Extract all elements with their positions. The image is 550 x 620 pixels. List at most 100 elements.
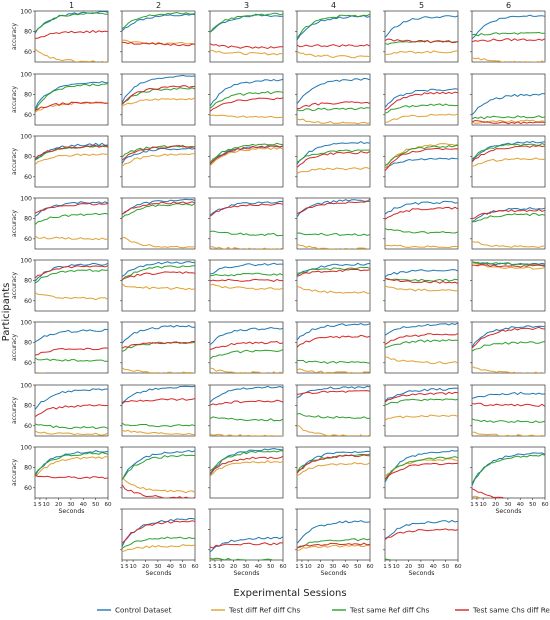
series-line-samerefdiffchs bbox=[122, 202, 195, 219]
x-axis-label: Seconds bbox=[409, 570, 435, 577]
series-line-samerefdiffchs bbox=[35, 357, 108, 362]
x-tick-label: 40 bbox=[255, 564, 263, 570]
series-line-samerefdiffchs bbox=[472, 453, 545, 484]
y-axis-label: accuracy bbox=[11, 86, 18, 114]
series-line-samerefdiffchs bbox=[472, 341, 545, 352]
series-line-samerefdiffchs bbox=[297, 107, 370, 112]
series-line-diffrefdiffchs bbox=[385, 244, 458, 249]
panel-r8-c5 bbox=[383, 446, 459, 499]
series-line-samechsdiffref bbox=[35, 474, 108, 480]
panel-frame bbox=[384, 197, 459, 250]
y-tick-label: 60 bbox=[24, 485, 32, 492]
series-line-diffrefdiffchs bbox=[472, 157, 545, 167]
series-line-samechsdiffref bbox=[385, 391, 458, 403]
panel-r2-c6 bbox=[470, 73, 546, 126]
panel-r1-c1: 60 80 100 accuracy bbox=[11, 8, 109, 63]
panel-r5-c1: 60 80 100 accuracy bbox=[11, 257, 109, 312]
series-line-control bbox=[35, 388, 108, 410]
series-line-samechsdiffref bbox=[210, 340, 283, 351]
panel-frame bbox=[34, 135, 109, 188]
y-axis-label: accuracy bbox=[11, 459, 18, 487]
series-line-diffrefdiffchs bbox=[35, 235, 108, 241]
x-tick-label: 30 bbox=[154, 564, 162, 570]
series-line-samechsdiffref bbox=[210, 43, 283, 50]
series-line-samerefdiffchs bbox=[472, 115, 545, 120]
panel-frame bbox=[121, 446, 196, 499]
series-line-samechsdiffref bbox=[385, 333, 458, 345]
panel-frame bbox=[384, 10, 459, 63]
series-line-control bbox=[385, 157, 458, 169]
series-line-control bbox=[35, 80, 108, 110]
series-line-samerefdiffchs bbox=[210, 91, 283, 109]
series-line-samerefdiffchs bbox=[385, 227, 458, 234]
series-line-control bbox=[472, 14, 545, 40]
y-tick-label: 80 bbox=[24, 216, 32, 223]
series-line-samerefdiffchs bbox=[210, 450, 283, 472]
series-line-samerefdiffchs bbox=[385, 40, 458, 45]
series-line-samerefdiffchs bbox=[210, 416, 283, 422]
x-tick-label: 1 bbox=[33, 502, 37, 508]
series-line-samechsdiffref bbox=[472, 38, 545, 43]
series-line-control bbox=[210, 536, 283, 553]
panel-r3-c1: 60 80 100 accuracy bbox=[11, 133, 109, 188]
legend-label: Test same Ref diff Chs bbox=[349, 606, 430, 615]
x-tick-label: 40 bbox=[80, 502, 88, 508]
series-line-diffrefdiffchs bbox=[210, 433, 283, 436]
series-line-samerefdiffchs bbox=[297, 359, 370, 364]
x-tick-label: 10 bbox=[393, 564, 401, 570]
y-tick-label: 80 bbox=[24, 154, 32, 161]
series-line-control bbox=[297, 77, 370, 105]
x-tick-label: 10 bbox=[480, 502, 488, 508]
series-line-control bbox=[472, 325, 545, 348]
series-line-control bbox=[472, 93, 545, 116]
panel-frame bbox=[34, 259, 109, 312]
series-line-samechsdiffref bbox=[297, 44, 370, 48]
x-tick-label: 10 bbox=[305, 564, 313, 570]
x-tick-label: 60 bbox=[191, 564, 199, 570]
series-line-control bbox=[122, 74, 195, 104]
series-line-diffrefdiffchs bbox=[35, 48, 108, 62]
series-line-control bbox=[297, 141, 370, 165]
series-line-samechsdiffref bbox=[35, 101, 108, 111]
panel-r6-c2 bbox=[120, 321, 196, 374]
panel-r3-c2 bbox=[120, 135, 196, 188]
series-line-diffrefdiffchs bbox=[385, 285, 458, 292]
series-line-samechsdiffref bbox=[472, 208, 545, 220]
series-line-samechsdiffref bbox=[385, 38, 458, 44]
series-line-control bbox=[122, 147, 195, 164]
series-line-samechsdiffref bbox=[297, 390, 370, 395]
panel-frame bbox=[296, 508, 371, 561]
series-line-diffrefdiffchs bbox=[297, 544, 370, 552]
series-line-control bbox=[210, 326, 283, 346]
panel-frame bbox=[296, 446, 371, 499]
x-tick-label: 50 bbox=[92, 502, 100, 508]
series-line-samerefdiffchs bbox=[35, 12, 108, 33]
series-line-samerefdiffchs bbox=[297, 13, 370, 39]
panel-r9-c3: 1 5 10 20 30 40 50 60 Seconds bbox=[208, 508, 287, 577]
x-tick-label: 1 bbox=[383, 564, 387, 570]
series-line-samechsdiffref bbox=[122, 271, 195, 280]
panel-r5-c2 bbox=[120, 259, 196, 312]
series-line-samerefdiffchs bbox=[472, 261, 545, 266]
series-line-samechsdiffref bbox=[472, 145, 545, 163]
legend-label: Test same Chs diff Ref bbox=[472, 606, 550, 615]
series-line-diffrefdiffchs bbox=[385, 143, 458, 170]
y-axis-label: accuracy bbox=[11, 148, 18, 176]
series-line-diffrefdiffchs bbox=[210, 49, 283, 56]
x-tick-label: 30 bbox=[67, 502, 75, 508]
series-line-samerefdiffchs bbox=[297, 266, 370, 274]
series-line-samechsdiffref bbox=[297, 268, 370, 277]
series-line-control bbox=[297, 520, 370, 544]
series-line-samechsdiffref bbox=[210, 542, 283, 549]
x-tick-label: 10 bbox=[130, 564, 138, 570]
panel-r2-c1: 60 80 100 accuracy bbox=[11, 71, 109, 126]
series-line-diffrefdiffchs bbox=[297, 368, 370, 373]
series-line-samerefdiffchs bbox=[472, 143, 545, 160]
panel-r1-c6 bbox=[470, 10, 546, 63]
y-tick-label: 100 bbox=[20, 319, 32, 326]
series-line-control bbox=[210, 262, 283, 275]
panel-r8-c1: 60 80 100 accuracy 1 5 10 20 30 40 50 60 Seconds bbox=[11, 444, 112, 515]
y-tick-label: 80 bbox=[24, 403, 32, 410]
series-line-control bbox=[210, 78, 283, 107]
